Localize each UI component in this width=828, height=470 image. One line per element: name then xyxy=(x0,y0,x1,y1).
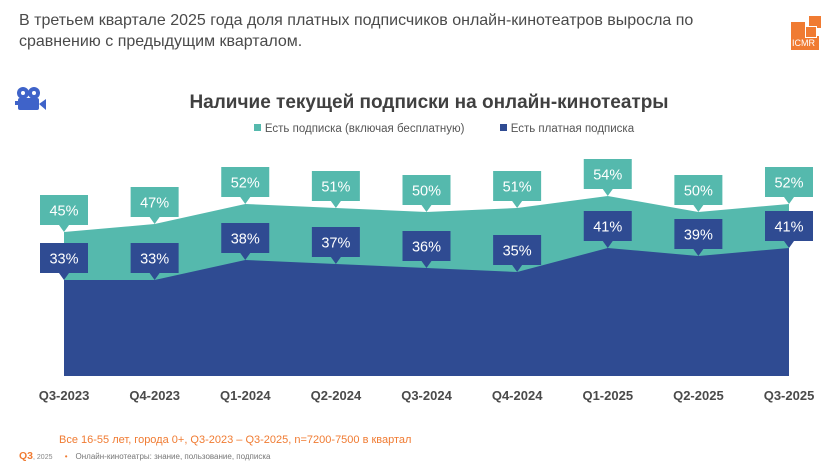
movie-camera-icon xyxy=(15,87,46,110)
data-label: 47% xyxy=(140,196,169,212)
data-callout xyxy=(765,167,813,204)
data-callout xyxy=(311,171,360,208)
data-callout xyxy=(130,243,179,280)
wave-label: Q3 xyxy=(19,450,34,462)
legend-swatch-teal xyxy=(253,124,261,131)
data-callout xyxy=(311,227,360,264)
data-label: 35% xyxy=(503,244,532,260)
data-label: 50% xyxy=(412,184,441,200)
x-tick-label: Q2-2024 xyxy=(311,388,362,403)
x-tick-label: Q3-2025 xyxy=(764,388,815,403)
data-label: 41% xyxy=(593,220,622,236)
data-callout xyxy=(493,171,542,208)
data-label: 52% xyxy=(774,176,803,192)
area-series-paid-subscription xyxy=(64,248,789,376)
source-note: Q3, 2025 • Онлайн-кинотеатры: знание, пол… xyxy=(19,450,270,462)
data-label: 52% xyxy=(231,176,260,192)
legend-swatch-navy xyxy=(499,124,507,131)
data-callout xyxy=(765,211,813,248)
data-callout xyxy=(130,187,179,224)
data-callout xyxy=(402,175,451,212)
data-callout xyxy=(40,195,88,232)
data-label: 50% xyxy=(684,184,713,200)
legend: Есть подписка (включая бесплатную) Есть … xyxy=(0,123,828,135)
data-label: 54% xyxy=(593,168,622,184)
data-label: 45% xyxy=(49,204,78,220)
data-callout xyxy=(583,211,632,248)
data-callout xyxy=(493,235,542,272)
data-callout xyxy=(674,175,723,212)
icmr-logo: ICMR xyxy=(791,16,825,50)
data-label: 39% xyxy=(684,228,713,244)
data-label: 38% xyxy=(231,232,260,248)
data-callout xyxy=(221,167,270,204)
x-tick-label: Q4-2024 xyxy=(492,388,543,403)
data-label: 33% xyxy=(49,252,78,268)
data-callout xyxy=(40,243,88,280)
legend-item-any: Есть подписка (включая бесплатную) xyxy=(253,123,465,135)
data-callout xyxy=(402,231,451,268)
data-label: 37% xyxy=(321,236,350,252)
x-tick-label: Q4-2023 xyxy=(129,388,180,403)
legend-label-any: Есть подписка (включая бесплатную) xyxy=(264,123,465,135)
data-label: 51% xyxy=(503,180,532,196)
x-tick-label: Q1-2024 xyxy=(220,388,271,403)
data-label: 41% xyxy=(774,220,803,236)
x-tick-label: Q3-2024 xyxy=(401,388,452,403)
data-callout xyxy=(674,219,723,256)
data-callout xyxy=(221,223,270,260)
wave-year: , 2025 xyxy=(33,454,53,461)
headline: В третьем квартале 2025 года доля платны… xyxy=(19,12,694,50)
data-callout xyxy=(583,159,632,196)
sample-note: Все 16-55 лет, города 0+, Q3-2023 – Q3-2… xyxy=(59,434,412,446)
x-tick-label: Q3-2023 xyxy=(39,388,90,403)
logo-text: ICMR xyxy=(792,38,815,48)
legend-label-paid: Есть платная подписка xyxy=(510,123,635,135)
x-tick-label: Q2-2025 xyxy=(673,388,724,403)
chart-title: Наличие текущей подписки на онлайн-кинот… xyxy=(189,92,669,113)
source-text: Онлайн-кинотеатры: знание, пользование, … xyxy=(75,452,271,461)
data-label: 51% xyxy=(321,180,350,196)
data-label: 36% xyxy=(412,240,441,256)
x-tick-label: Q1-2025 xyxy=(582,388,633,403)
bullet-icon: • xyxy=(64,452,68,461)
data-label: 33% xyxy=(140,252,169,268)
legend-item-paid: Есть платная подписка xyxy=(499,123,635,135)
